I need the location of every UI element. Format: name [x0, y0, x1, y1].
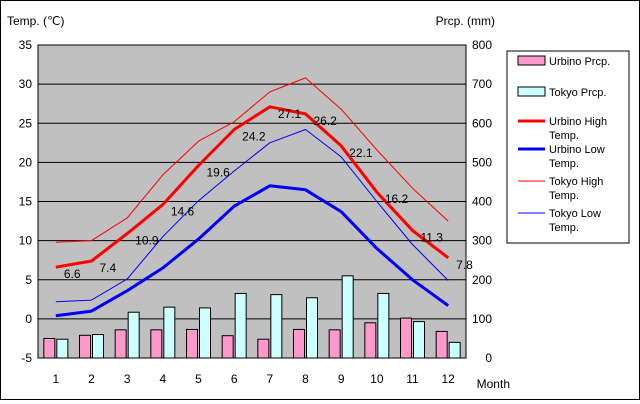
right-tick-label: 300	[472, 234, 492, 248]
data-label: 19.6	[207, 166, 231, 180]
left-tick-label: 15	[19, 195, 33, 209]
left-tick-label: 30	[19, 77, 33, 91]
legend-label: Tokyo Prcp.	[549, 87, 606, 99]
right-tick-label: 700	[472, 77, 492, 91]
right-tick-label: 100	[472, 312, 492, 326]
legend: Urbino Prcp. Tokyo Prcp. Urbino High Temp.U…	[506, 50, 630, 244]
line-urbino-high-temp	[55, 105, 450, 269]
bar-tokyo-prcp	[448, 341, 461, 359]
legend-box	[506, 50, 630, 244]
left-tick-label: 10	[19, 234, 33, 248]
bar-tokyo-prcp	[413, 321, 425, 359]
bar-tokyo-prcp	[163, 306, 176, 359]
bar-urbino-prcp	[150, 329, 163, 359]
left-tick-label: 35	[19, 38, 33, 52]
bar-tokyo-prcp	[127, 311, 140, 359]
right-axis-title: Prcp. (mm)	[436, 14, 495, 28]
x-tick-label: 4	[159, 372, 166, 386]
data-label: 10.9	[135, 234, 159, 248]
bar-tokyo-prcp	[270, 294, 283, 359]
bar-urbino-prcp	[364, 322, 377, 359]
bar-urbino-prcp	[400, 317, 412, 359]
legend-label: Tokyo High Temp.	[549, 176, 603, 202]
bar-urbino-prcp	[221, 335, 234, 359]
left-tick-label: 5	[25, 273, 32, 287]
data-label: 6.6	[64, 267, 81, 281]
data-label: 24.2	[242, 130, 266, 144]
right-tick-label: 600	[472, 116, 492, 130]
data-label: 7.4	[100, 261, 117, 275]
bar-urbino-prcp	[114, 329, 127, 359]
data-label: 27.1	[278, 107, 302, 121]
legend-swatch	[517, 86, 546, 97]
line-tokyo-high-temp	[55, 77, 449, 243]
gridlines	[38, 83, 466, 320]
x-tick-label: 6	[231, 372, 238, 386]
x-tick-label: 1	[52, 372, 59, 386]
bar-tokyo-prcp	[92, 334, 104, 359]
bar-urbino-prcp	[328, 329, 341, 359]
line-tokyo-low-temp	[55, 129, 449, 303]
left-tick-label: 0	[25, 312, 32, 326]
legend-label: Urbino High Temp.	[549, 116, 607, 142]
right-tick-label: 400	[472, 195, 492, 209]
legend-label: Urbino Prcp.	[549, 56, 610, 68]
right-tick-label: 500	[472, 155, 492, 169]
bar-urbino-prcp	[293, 328, 305, 359]
x-tick-label: 11	[406, 372, 419, 386]
lines-group	[55, 77, 450, 318]
bar-urbino-prcp	[186, 328, 198, 359]
data-label: 14.6	[171, 205, 195, 219]
x-tick-label: 9	[338, 372, 345, 386]
x-tick-label: 7	[266, 372, 273, 386]
bar-urbino-prcp	[79, 334, 91, 359]
x-tick-label: 8	[302, 372, 309, 386]
data-labels-group: 6.6 7.4 10.9 14.6 19.6 24.2 27.1 26.2 22.1 16.2 11…	[64, 107, 473, 281]
legend-swatch	[517, 55, 546, 66]
data-label: 16.2	[385, 192, 409, 206]
x-axis-title: Month	[477, 377, 510, 391]
axes-group: Temp. (℃) Prcp. (mm) Month -505101520253…	[7, 14, 510, 391]
data-label: 7.8	[456, 258, 473, 272]
bar-tokyo-prcp	[341, 275, 354, 359]
left-tick-label: -5	[21, 351, 32, 365]
bar-urbino-prcp	[43, 337, 56, 359]
x-tick-label: 5	[195, 372, 202, 386]
right-tick-label: 0	[485, 351, 492, 365]
legend-label: Tokyo Low Temp.	[549, 208, 601, 234]
left-tick-label: 25	[19, 116, 33, 130]
data-label: 22.1	[349, 146, 373, 160]
right-tick-label: 800	[472, 38, 492, 52]
bar-urbino-prcp	[257, 338, 270, 359]
left-tick-label: 20	[19, 155, 33, 169]
bar-tokyo-prcp	[377, 292, 390, 359]
bars-group	[43, 275, 461, 359]
x-tick-label: 10	[370, 372, 384, 386]
x-tick-label: 12	[441, 372, 455, 386]
bar-tokyo-prcp	[56, 338, 69, 359]
legend-label: Urbino Low Temp.	[549, 144, 605, 170]
data-label: 11.3	[421, 230, 444, 244]
line-urbino-low-temp	[55, 184, 450, 318]
right-tick-label: 200	[472, 273, 492, 287]
left-axis-title: Temp. (℃)	[7, 14, 64, 28]
x-tick-label: 2	[88, 372, 95, 386]
bar-urbino-prcp	[435, 330, 448, 359]
bar-tokyo-prcp	[199, 307, 211, 359]
bar-tokyo-prcp	[306, 297, 318, 359]
data-label: 26.2	[314, 114, 338, 128]
x-tick-label: 3	[124, 372, 131, 386]
bar-tokyo-prcp	[234, 292, 247, 359]
